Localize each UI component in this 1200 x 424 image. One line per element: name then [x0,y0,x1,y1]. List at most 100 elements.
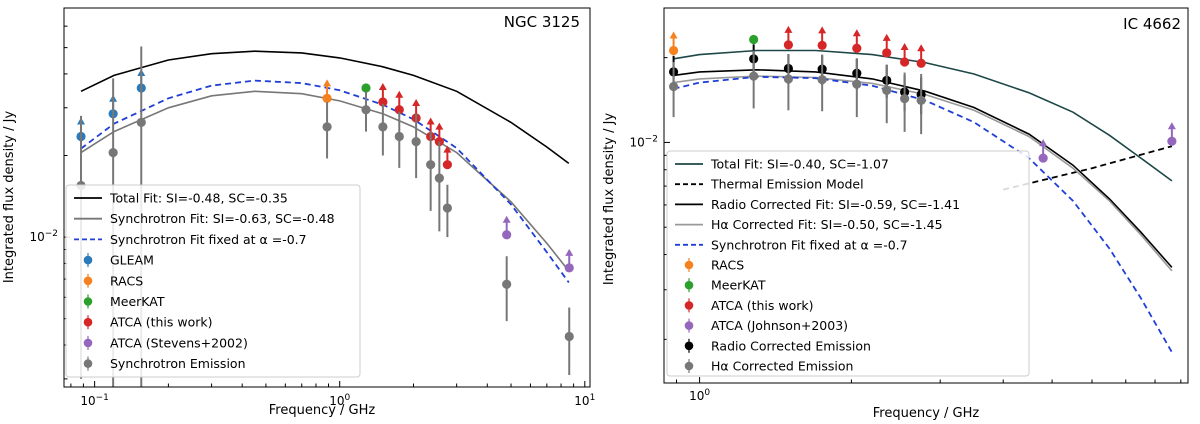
data-marker [817,75,827,85]
data-point [564,248,574,273]
legend-marker-swatch [83,338,93,348]
fit-curve-1 [80,50,570,165]
x-tick-label: 101 [574,393,595,408]
legend-label: Hα Corrected Emission [711,359,853,374]
data-point [749,34,759,45]
data-point [442,184,452,238]
data-point [564,307,574,376]
data-marker [502,230,512,240]
data-marker [322,93,332,103]
legend-item: MeerKAT [83,294,165,309]
legend-marker-swatch [684,280,694,290]
data-marker [442,160,452,170]
legend-item: Hα Corrected Emission [684,359,853,374]
lower-limit-arrow [435,122,444,130]
legend: Total Fit: SI=-0.48, SC=-0.35 Synchrotron… [65,184,361,378]
lower-limit-arrow [917,44,926,52]
data-marker [852,43,862,53]
data-marker [361,105,371,115]
legend-item: RACS [684,258,744,273]
data-marker [322,122,332,132]
legend-item: ATCA (Johnson+2003) [684,318,848,333]
data-marker [882,85,892,95]
data-point [394,90,404,115]
legend-item: Synchrotron Emission [83,356,246,371]
x-tick-label: 100 [329,393,350,408]
y-tick-label: 10−2 [629,134,658,149]
data-marker [378,97,388,107]
legend-marker-swatch [83,255,93,265]
data-point [322,79,332,103]
legend-label: Hα Corrected Fit: SI=-0.50, SC=-1.45 [711,217,943,232]
legend-item: RACS [83,273,143,288]
data-point [502,215,512,240]
legend-marker-swatch [83,359,93,368]
legend-marker-swatch [684,321,694,330]
legend-item: ATCA (this work) [83,315,213,330]
legend-label: ATCA (this work) [110,315,213,330]
data-point [852,29,862,53]
lower-limit-arrow [852,29,861,37]
legend-label: ATCA (Stevens+2002) [110,335,248,350]
data-point [916,44,926,68]
legend-label: Total Fit: SI=-0.48, SC=-0.35 [109,191,288,206]
data-point [817,54,827,112]
data-marker [394,131,404,142]
data-marker [426,160,436,170]
fit-curve-2 [80,90,570,272]
legend-marker-swatch [684,301,694,310]
chart-panel-ngc3125: Integrated flux density / Jy Frequency /… [2,7,595,418]
lower-limit-arrow [565,248,574,256]
legend-item: ATCA (Stevens+2002) [83,335,248,350]
lower-limit-arrow [1039,139,1048,147]
data-point [749,50,759,109]
legend-item: Synchrotron Fit fixed at α =-0.7 [74,232,307,247]
lower-limit-arrow [426,117,435,125]
data-marker [783,74,793,84]
legend-item: Total Fit: SI=-0.48, SC=-0.35 [74,191,288,206]
data-marker [916,95,926,105]
data-marker [502,279,512,289]
data-point [668,31,679,56]
legend-label: GLEAM [110,253,154,268]
legend-item: Radio Corrected Fit: SI=-0.59, SC=-1.41 [675,197,960,212]
data-point [852,58,862,118]
data-point [668,61,679,118]
data-marker [434,137,444,147]
data-point [817,26,827,50]
legend-item: ATCA (this work) [684,298,814,313]
data-marker [564,331,574,342]
legend-label: MeerKAT [711,278,766,293]
data-marker [900,57,910,67]
data-point [783,53,793,111]
data-point [361,91,371,132]
legend-item: MeerKAT [684,278,766,293]
data-point [1038,139,1048,163]
data-point [882,33,892,58]
data-marker [136,117,146,127]
data-point [900,72,910,132]
x-tick-label: 10−1 [80,393,109,408]
legend-box [666,150,1030,377]
legend-marker-swatch [684,361,694,371]
legend-marker-swatch [83,276,93,286]
lower-limit-arrow [1167,122,1176,130]
axes-frame [63,7,591,388]
data-marker [1038,153,1048,163]
lower-limit-arrow [443,145,452,153]
lower-limit-arrow [784,25,793,33]
data-point [442,145,452,170]
data-point [434,122,444,147]
legend-item: Hα Corrected Fit: SI=-0.50, SC=-1.45 [675,217,943,232]
legend-label: RACS [711,258,744,273]
x-tick-label: 100 [689,388,710,403]
data-marker [564,263,574,273]
data-point [1167,122,1177,146]
legend-label: Synchrotron Fit fixed at α =-0.7 [711,237,908,252]
legend-label: MeerKAT [110,294,165,309]
data-marker [378,122,388,132]
data-marker [882,48,892,58]
legend-marker-swatch [83,297,93,306]
lower-limit-arrow [502,215,511,223]
